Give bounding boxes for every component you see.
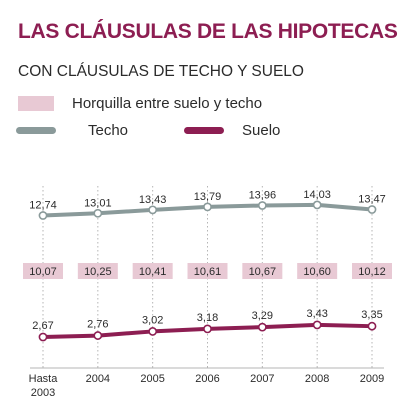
- data-point-techo: [93, 208, 103, 218]
- x-tick-label: 2006: [195, 373, 219, 385]
- range-box: [132, 263, 173, 279]
- legend-item-techo: Techo: [16, 122, 128, 139]
- data-label-suelo: 3,29: [252, 310, 273, 322]
- legend-item-range: Horquilla entre suelo y techo: [18, 95, 262, 112]
- legend-swatch-range: [18, 96, 54, 111]
- data-point-suelo: [203, 324, 212, 334]
- x-tick-label: 2009: [360, 373, 384, 385]
- x-tick-label: Hasta: [29, 373, 59, 385]
- data-point-techo: [38, 211, 48, 220]
- data-point-techo: [148, 205, 158, 215]
- range-box: [23, 263, 63, 279]
- range-label: 10,25: [84, 266, 112, 278]
- data-point-suelo: [257, 322, 267, 332]
- data-point-techo: [367, 205, 377, 214]
- legend-item-suelo: Suelo: [184, 122, 280, 139]
- range-box: [242, 263, 283, 279]
- data-label-suelo: 3,18: [197, 312, 218, 324]
- chart-title: LAS CLÁUSULAS DE LAS HIPOTECAS: [18, 20, 398, 43]
- data-label-suelo: 2,67: [32, 320, 53, 332]
- x-tick-label: 2007: [250, 373, 274, 385]
- data-label-suelo: 3,02: [142, 314, 163, 326]
- data-label-techo: 13,47: [358, 194, 386, 206]
- data-label-techo: 12,74: [29, 200, 57, 212]
- range-label: 10,12: [358, 266, 386, 278]
- x-tick-label: 2004: [86, 373, 110, 385]
- legend-swatch-suelo: [184, 127, 224, 134]
- data-label-techo: 13,79: [194, 191, 222, 203]
- range-label: 10,41: [139, 266, 167, 278]
- legend-label-range: Horquilla entre suelo y techo: [72, 95, 263, 112]
- data-point-techo: [257, 201, 267, 210]
- data-point-suelo: [312, 320, 322, 330]
- data-label-techo: 13,01: [84, 197, 112, 209]
- x-tick-label: 2003: [31, 387, 55, 399]
- range-label: 10,60: [303, 266, 331, 278]
- range-box: [352, 263, 392, 279]
- x-tick-label: 2008: [305, 373, 329, 385]
- data-point-suelo: [93, 331, 103, 340]
- legend-label-suelo: Suelo: [242, 122, 281, 139]
- data-label-techo: 13,96: [249, 189, 277, 201]
- data-point-techo: [203, 202, 212, 212]
- range-label: 10,61: [194, 266, 222, 278]
- data-label-suelo: 3,43: [306, 308, 327, 320]
- x-tick-label: 2005: [140, 373, 164, 385]
- range-box: [297, 263, 338, 279]
- range-label: 10,67: [249, 266, 277, 278]
- data-point-suelo: [38, 332, 48, 342]
- chart-subtitle: CON CLÁUSULAS DE TECHO Y SUELO: [18, 63, 304, 80]
- data-point-suelo: [367, 321, 377, 331]
- data-point-suelo: [148, 327, 158, 336]
- legend-swatch-techo: [16, 127, 56, 134]
- legend-label-techo: Techo: [88, 122, 129, 139]
- data-label-techo: 13,43: [139, 194, 167, 206]
- range-label: 10,07: [29, 266, 57, 278]
- data-label-techo: 14,03: [303, 189, 331, 201]
- data-point-techo: [312, 200, 322, 210]
- range-box: [187, 263, 228, 279]
- data-label-suelo: 3,35: [361, 309, 382, 321]
- range-box: [77, 263, 118, 279]
- data-label-suelo: 2,76: [87, 319, 108, 331]
